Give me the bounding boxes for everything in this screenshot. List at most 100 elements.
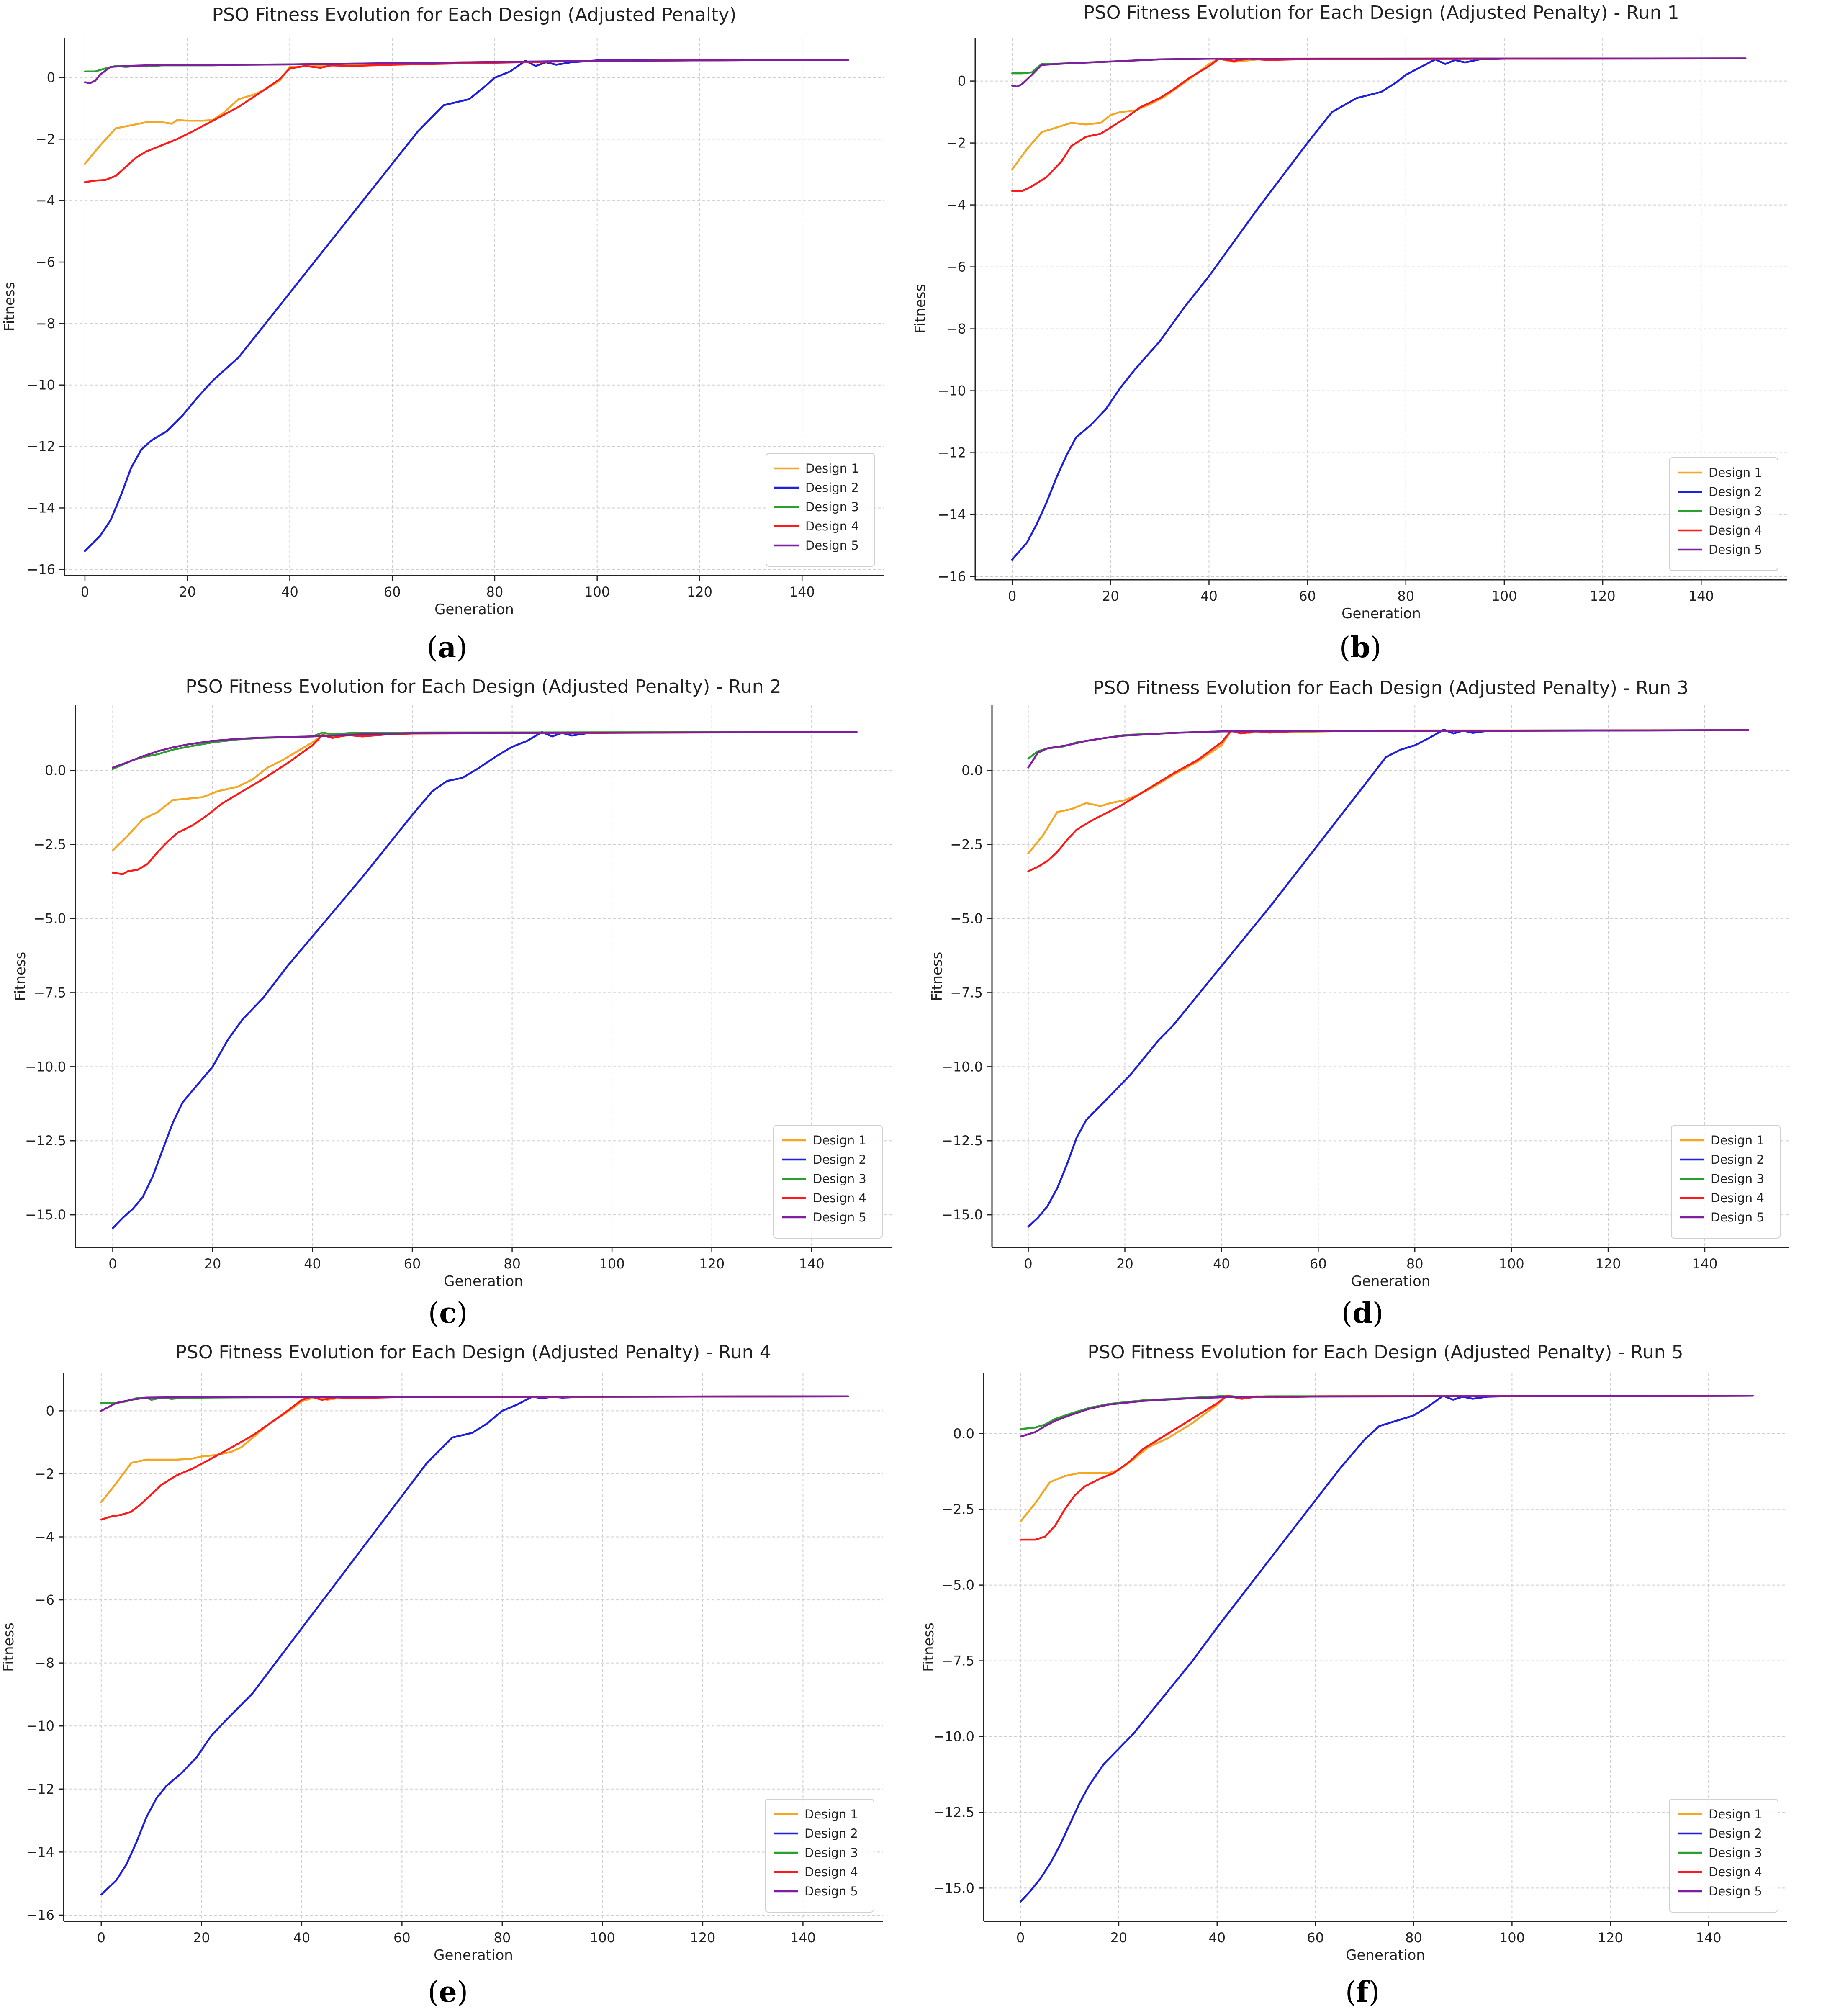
x-tick-label: 20: [204, 1256, 221, 1272]
series-line-design-1: [84, 59, 849, 165]
legend-entry: Design 3: [1709, 1846, 1762, 1860]
y-tick-label: −7.5: [942, 1653, 974, 1669]
y-tick-label: −12: [27, 439, 55, 455]
y-axis-label: Fitness: [0, 1623, 17, 1672]
legend-entry: Design 2: [1711, 1152, 1764, 1167]
x-tick-label: 120: [687, 584, 712, 600]
y-tick-label: −6: [946, 259, 966, 275]
y-tick-label: −12.5: [942, 1133, 983, 1149]
legend-entry: Design 5: [1709, 543, 1762, 557]
x-tick-label: 20: [1116, 1256, 1133, 1272]
legend-entry: Design 1: [1711, 1133, 1764, 1147]
chart-title: PSO Fitness Evolution for Each Design (A…: [1083, 2, 1679, 23]
series-line-design-4: [112, 731, 858, 875]
x-tick-label: 120: [1596, 1256, 1621, 1272]
legend-entry: Design 2: [1709, 485, 1762, 499]
y-tick-label: −16: [27, 561, 55, 577]
y-tick-label: −7.5: [950, 985, 983, 1000]
chart-title: PSO Fitness Evolution for Each Design (A…: [212, 4, 736, 26]
y-tick-label: −15.0: [933, 1880, 974, 1896]
panel-5: 0 20 40 60 80 100 120 140 0 −2 −4 −6 −8 −10 −12 −14 −16 P…: [0, 1342, 883, 2009]
legend-entry: Design 1: [805, 461, 859, 476]
legend-box: [773, 1125, 883, 1239]
x-tick-label: 80: [486, 584, 504, 600]
series-line-design-5: [1027, 729, 1750, 769]
panel-caption: (e): [428, 1975, 468, 2009]
legend-entry: Design 1: [813, 1133, 866, 1147]
y-tick-label: −12: [26, 1781, 54, 1797]
y-tick-label: −2.5: [950, 837, 983, 853]
y-tick-label: −5.0: [950, 911, 983, 927]
x-axis-label: Generation: [434, 1947, 513, 1964]
legend: Design 1 Design 2 Design 3 Design 4 Design 5: [766, 453, 875, 567]
legend-entry: Design 3: [805, 500, 859, 514]
y-tick-label: −12.5: [933, 1804, 974, 1820]
y-tick-label: −10: [938, 383, 966, 399]
y-tick-label: −2: [35, 1466, 54, 1482]
legend-entry: Design 5: [1711, 1210, 1764, 1224]
legend-entry: Design 5: [804, 1884, 858, 1898]
x-axis-label: Generation: [1351, 1273, 1431, 1290]
legend: Design 1 Design 2 Design 3 Design 4 Design 5: [773, 1125, 883, 1239]
chart-title: PSO Fitness Evolution for Each Design (A…: [185, 676, 781, 697]
series-line-design-2: [1027, 728, 1750, 1228]
y-tick-label: −8: [946, 321, 966, 337]
x-axis-label: Generation: [444, 1273, 523, 1290]
y-tick-label: −2: [946, 135, 966, 151]
legend: Design 1 Design 2 Design 3 Design 4 Design 5: [1671, 1125, 1781, 1239]
series-line-design-4: [100, 1395, 849, 1521]
x-tick-label: 0: [81, 584, 89, 600]
legend-entry: Design 4: [1709, 1865, 1762, 1879]
series-line-design-5: [100, 1395, 849, 1412]
legend-entry: Design 4: [805, 519, 859, 533]
y-tick-label: −4: [946, 197, 966, 213]
y-tick-label: −16: [26, 1907, 54, 1923]
series-line-design-1: [1027, 729, 1750, 855]
series-line-design-4: [1027, 729, 1750, 872]
legend-entry: Design 1: [1709, 1807, 1762, 1821]
legend-entry: Design 4: [804, 1865, 858, 1879]
panel-letter: e: [439, 1975, 457, 2009]
y-axis-label: Fitness: [920, 1623, 937, 1672]
y-tick-label: −4: [36, 193, 55, 208]
y-tick-label: −4: [35, 1529, 54, 1545]
x-tick-label: 0: [1016, 1930, 1025, 1946]
y-tick-label: 0.0: [45, 763, 66, 779]
y-axis-label: Fitness: [912, 284, 929, 334]
legend-entry: Design 5: [1709, 1884, 1762, 1898]
y-axis-label: Fitness: [929, 952, 946, 1001]
x-tick-label: 60: [1310, 1256, 1327, 1272]
x-tick-label: 80: [1406, 1256, 1424, 1272]
x-tick-label: 20: [193, 1930, 210, 1946]
legend-box: [766, 453, 875, 567]
x-tick-label: 40: [1200, 588, 1218, 604]
panel-2: 0 20 40 60 80 100 120 140 0 −2 −4 −6 −8 −10 −12 −14 −16 P…: [912, 2, 1787, 664]
panel-letter: d: [1352, 1296, 1372, 1330]
legend-entry: Design 2: [804, 1826, 858, 1841]
y-tick-label: 0: [958, 73, 966, 89]
legend: Design 1 Design 2 Design 3 Design 4 Design 5: [1669, 457, 1778, 571]
y-tick-label: 0: [46, 1403, 54, 1419]
x-tick-label: 20: [1110, 1930, 1128, 1946]
legend-entry: Design 4: [813, 1191, 866, 1205]
panel-caption: (d): [1341, 1296, 1384, 1330]
legend: Design 1 Design 2 Design 3 Design 4 Design 5: [765, 1799, 874, 1913]
panel-4: 0 20 40 60 80 100 120 140 0.0 −2.5 −5.0 −7.5 −10.0 −1…: [929, 677, 1789, 1330]
x-tick-label: 140: [1696, 1930, 1722, 1946]
x-tick-label: 20: [1102, 588, 1119, 604]
legend-entry: Design 3: [1709, 504, 1762, 518]
x-tick-label: 140: [1688, 588, 1714, 604]
legend-box: [1669, 1799, 1778, 1913]
y-axis-label: Fitness: [12, 952, 29, 1001]
y-tick-label: −2.5: [33, 837, 66, 853]
y-tick-label: −2.5: [942, 1502, 974, 1517]
legend-entry: Design 2: [813, 1152, 866, 1167]
y-axis-label: Fitness: [1, 282, 18, 332]
x-tick-label: 60: [1299, 588, 1316, 604]
x-tick-label: 40: [1213, 1256, 1230, 1272]
y-tick-label: −12: [938, 445, 966, 461]
series-line-design-1: [112, 731, 858, 851]
series-line-design-2: [100, 1395, 849, 1896]
y-tick-label: 0: [47, 69, 55, 85]
x-tick-label: 140: [790, 1930, 816, 1946]
